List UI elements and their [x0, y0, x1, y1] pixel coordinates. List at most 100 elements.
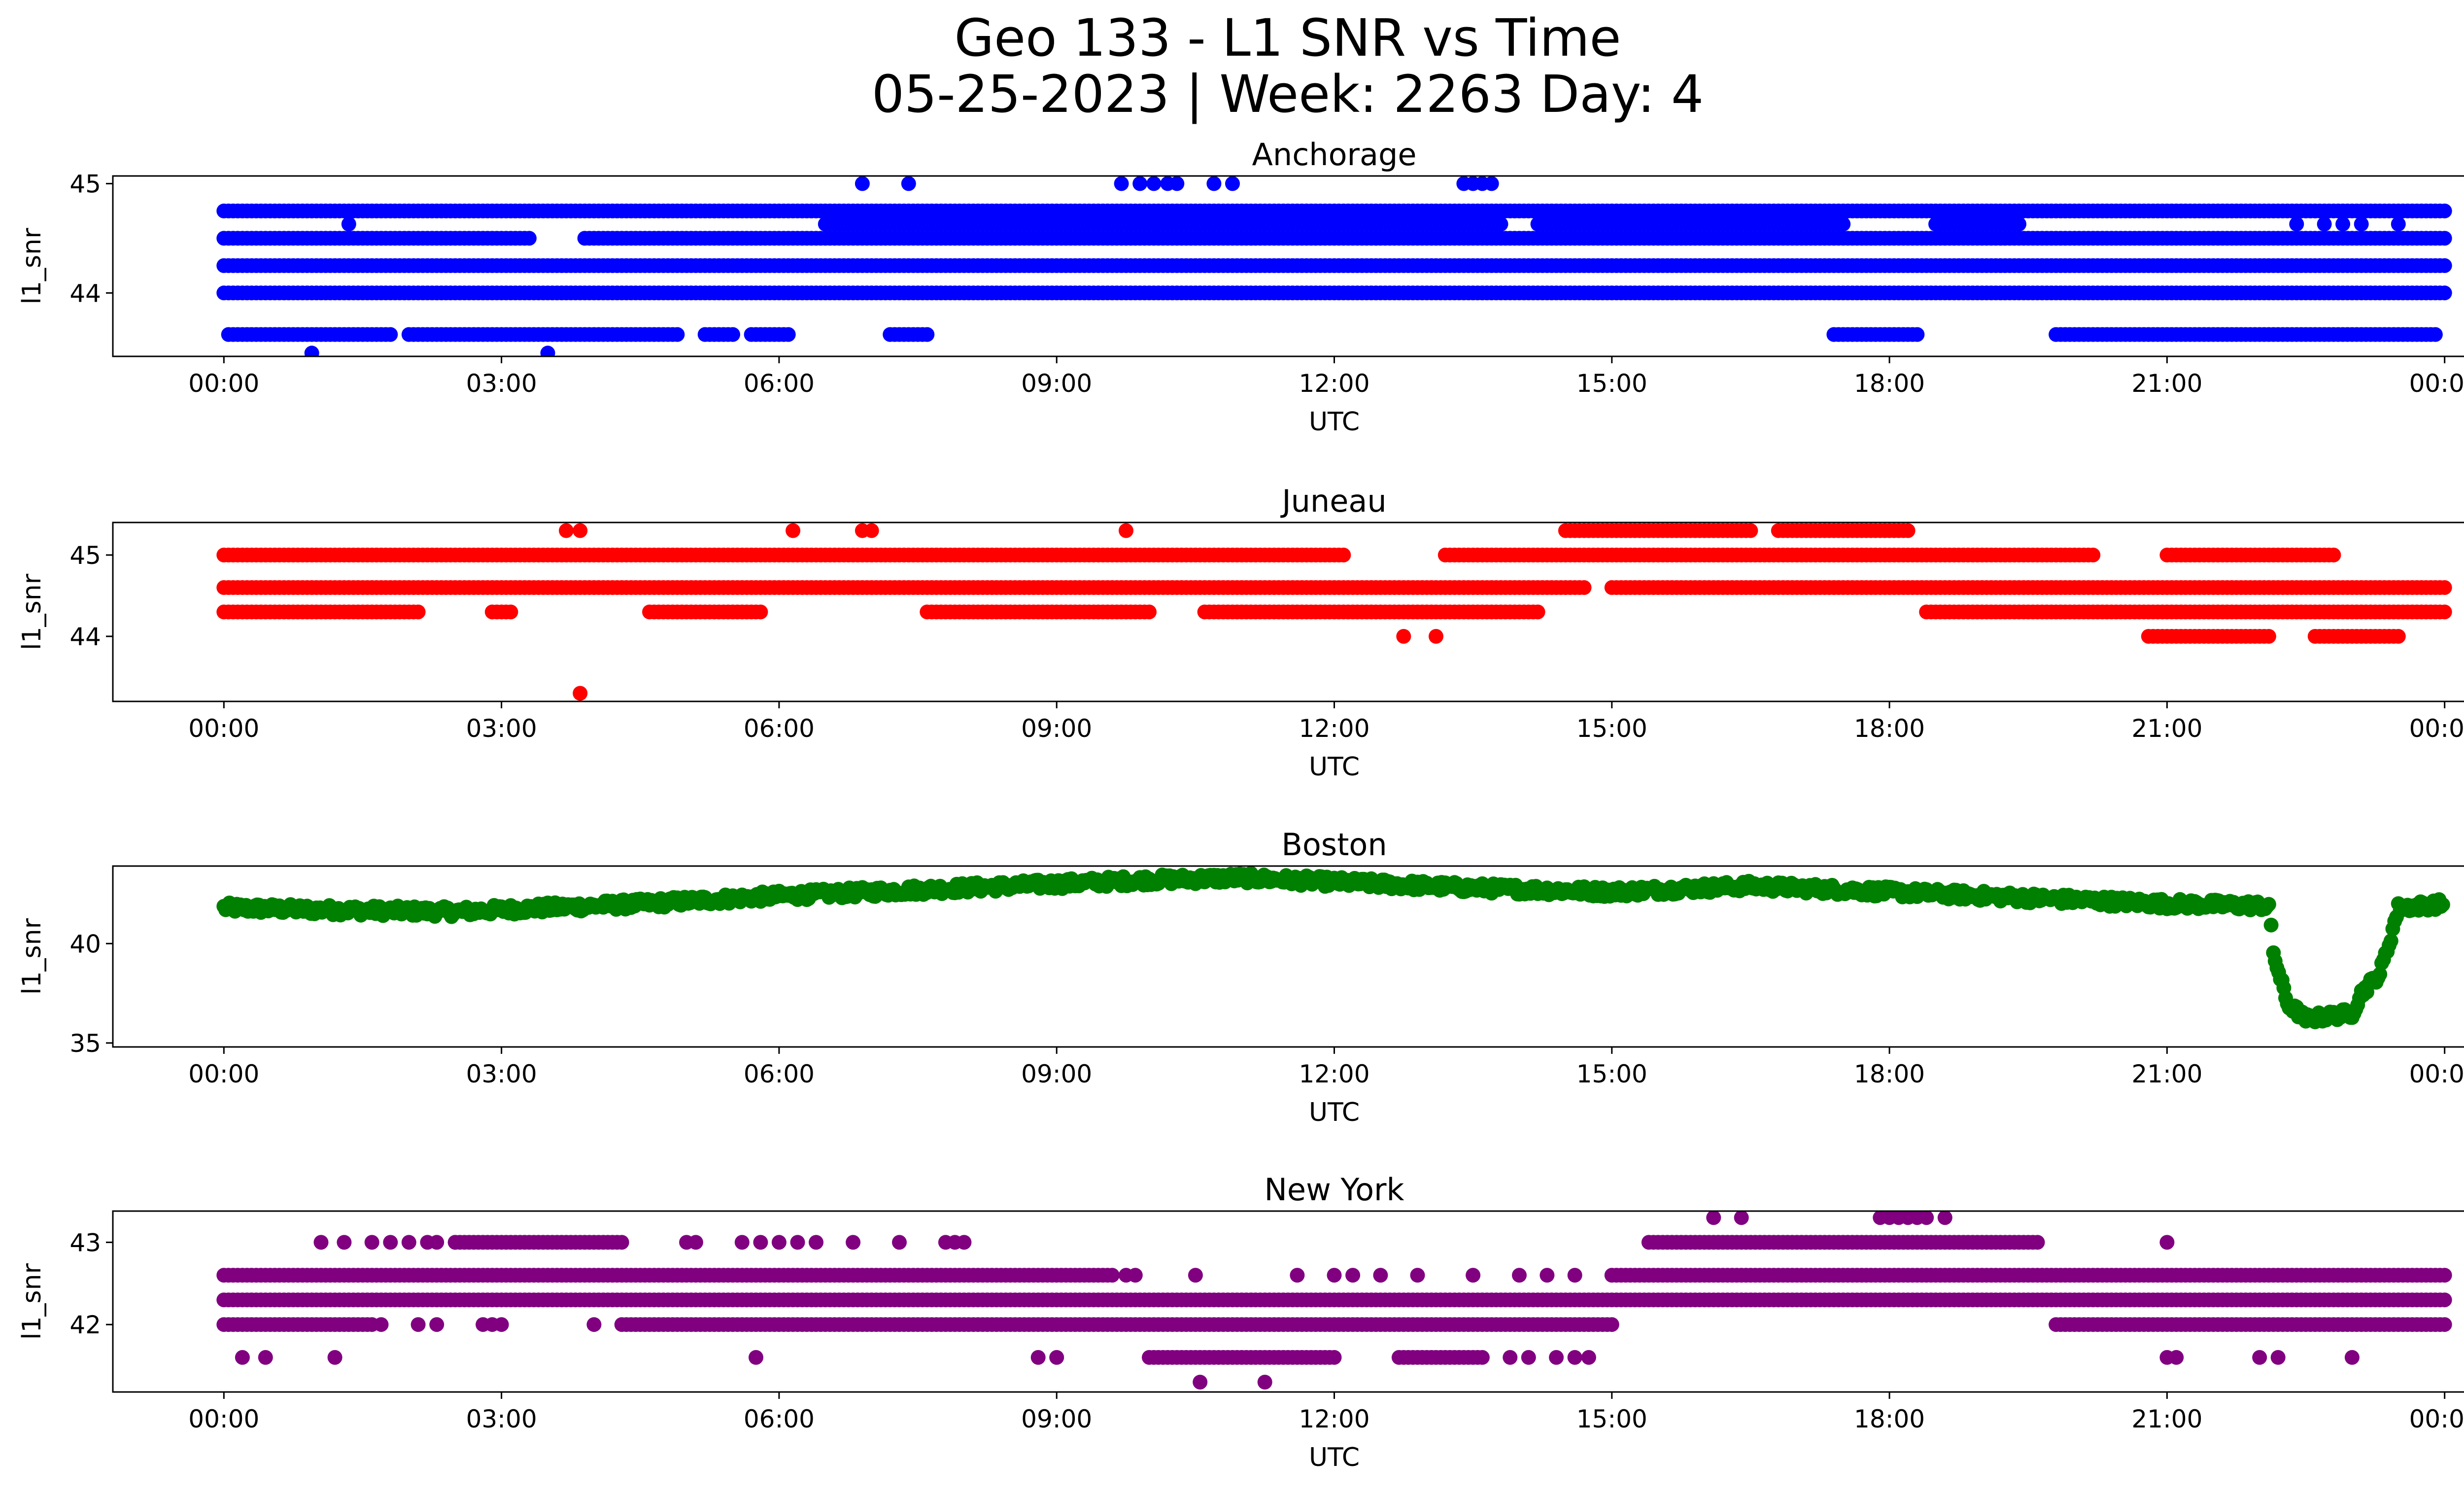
x-tick-label: 06:00: [744, 714, 815, 743]
data-point: [1576, 580, 1592, 595]
data-point: [2354, 216, 2369, 232]
data-point: [573, 523, 588, 538]
data-point: [2437, 285, 2452, 301]
data-point: [855, 176, 870, 191]
data-point: [2086, 548, 2101, 562]
data-point: [2289, 216, 2304, 232]
x-tick-label: 00:00: [2409, 714, 2464, 743]
figure-title: Geo 133 - L1 SNR vs Time 05-25-2023 | We…: [0, 10, 2464, 122]
x-tick-label: 00:00: [188, 1060, 259, 1088]
x-tick-label: 00:00: [188, 369, 259, 398]
data-point: [781, 327, 796, 342]
data-points: [216, 523, 2452, 701]
data-point: [2437, 231, 2452, 246]
data-point: [2261, 629, 2276, 644]
data-point: [341, 216, 356, 232]
data-point: [1132, 176, 1148, 191]
x-tick-label: 15:00: [1576, 714, 1647, 743]
data-point: [2435, 897, 2450, 912]
data-point: [2372, 967, 2388, 982]
data-point: [383, 327, 398, 342]
subplot-anchorage: Anchorage 00:00 03:00 06:00 09:00 12:00 15:00 1…: [17, 137, 2464, 437]
data-point: [920, 327, 935, 342]
data-point: [2428, 327, 2443, 342]
x-tick-label: 18:00: [1854, 714, 1925, 743]
data-point: [1429, 629, 1443, 644]
data-point: [1114, 176, 1129, 191]
data-point: [1530, 604, 1545, 620]
data-point: [2335, 216, 2351, 232]
data-point: [411, 604, 426, 620]
figure-title-line-2: 05-25-2023 | Week: 2263 Day: 4: [871, 64, 1704, 124]
data-point: [2437, 258, 2452, 273]
x-tick-label: 03:00: [466, 1060, 537, 1088]
data-point: [670, 327, 685, 342]
data-point: [2317, 216, 2332, 232]
data-point: [2261, 897, 2276, 912]
x-tick-label: 03:00: [466, 369, 537, 398]
data-point: [1146, 176, 1162, 191]
data-point: [304, 346, 319, 356]
data-point: [521, 231, 537, 246]
x-tick-label: 06:00: [744, 369, 815, 398]
figure-title-line-1: Geo 133 - L1 SNR vs Time: [954, 8, 1621, 68]
x-tick-label: 12:00: [1299, 1060, 1369, 1088]
data-point: [2437, 604, 2452, 620]
data-points: [216, 866, 2450, 1030]
y-axis-label: l1_snr: [17, 573, 47, 650]
data-point: [725, 327, 740, 342]
data-point: [2391, 629, 2406, 644]
x-tick-label: 15:00: [1576, 1060, 1647, 1088]
x-tick-label: 15:00: [1576, 369, 1647, 398]
x-tick-label: 18:00: [1854, 1060, 1925, 1088]
x-tick-label: 21:00: [2131, 714, 2202, 743]
x-axis-label: UTC: [1309, 407, 1360, 437]
data-point: [1493, 216, 1508, 232]
data-point: [2326, 548, 2341, 562]
data-point: [573, 686, 588, 701]
data-point: [2383, 933, 2398, 948]
y-tick-label: 45: [69, 170, 101, 199]
y-tick-label: 44: [69, 623, 101, 651]
data-point: [2263, 917, 2279, 933]
subplot-title: Anchorage: [1252, 137, 1416, 173]
data-point: [753, 604, 768, 620]
data-point: [2012, 216, 2026, 232]
data-points: [216, 176, 2452, 356]
x-tick-label: 21:00: [2131, 1060, 2202, 1088]
y-tick-label: 44: [69, 279, 101, 308]
x-tick-label: 09:00: [1021, 714, 1092, 743]
data-point: [540, 346, 555, 356]
data-point: [1910, 327, 1925, 342]
data-point: [786, 523, 801, 538]
data-point: [1336, 548, 1351, 562]
data-point: [1836, 216, 1851, 232]
data-point: [2437, 204, 2452, 218]
subplot-title: Boston: [1281, 827, 1387, 863]
x-tick-label: 06:00: [744, 1060, 815, 1088]
data-point: [503, 604, 518, 620]
data-point: [1119, 523, 1133, 538]
data-point: [2437, 580, 2452, 595]
data-point: [1169, 176, 1185, 191]
x-tick-label: 21:00: [2131, 369, 2202, 398]
data-point: [1484, 176, 1499, 191]
data-point: [901, 176, 916, 191]
x-tick-label: 12:00: [1299, 369, 1369, 398]
x-tick-label: 03:00: [466, 714, 537, 743]
data-point: [1206, 176, 1222, 191]
x-tick-label: 09:00: [1021, 369, 1092, 398]
data-point: [1142, 604, 1157, 620]
data-point: [864, 523, 879, 538]
x-tick-label: 18:00: [1854, 369, 1925, 398]
data-point: [1396, 629, 1411, 644]
data-point: [1743, 523, 1758, 538]
x-tick-label: 00:00: [188, 714, 259, 743]
x-tick-label: 12:00: [1299, 714, 1369, 743]
data-point: [1225, 176, 1240, 191]
y-axis-label: l1_snr: [17, 228, 47, 305]
y-tick-label: 45: [69, 541, 101, 570]
